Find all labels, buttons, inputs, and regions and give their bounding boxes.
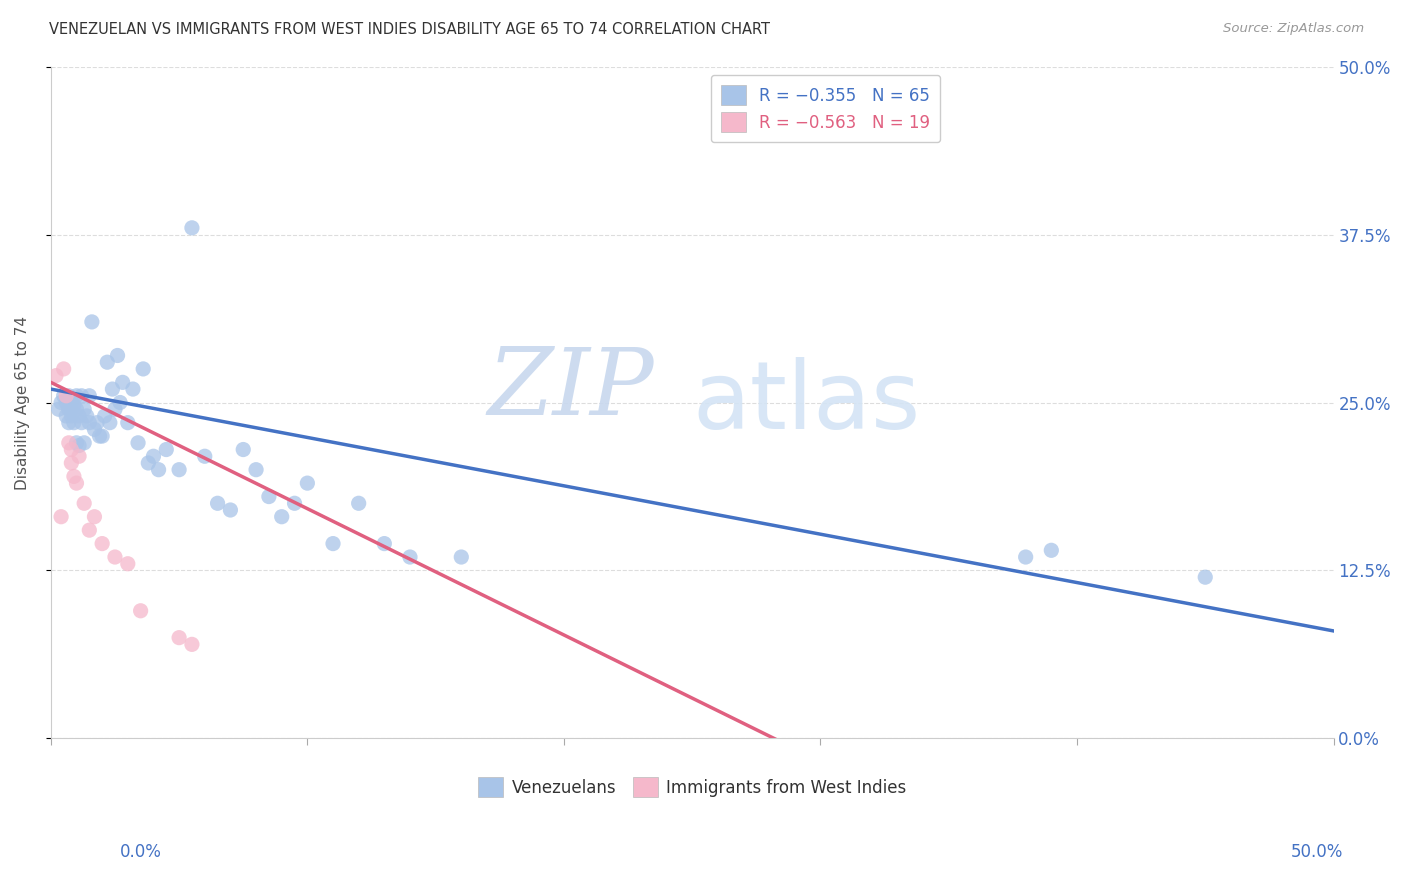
Point	[91, 536, 114, 550]
Point	[108, 395, 131, 409]
Point	[117, 416, 139, 430]
Point	[60, 442, 83, 457]
Point	[111, 376, 134, 390]
Text: Source: ZipAtlas.com: Source: ZipAtlas.com	[1223, 22, 1364, 36]
Point	[79, 416, 101, 430]
Point	[52, 362, 75, 376]
Point	[45, 368, 67, 383]
Point	[297, 476, 319, 491]
Point	[86, 416, 108, 430]
Point	[60, 395, 83, 409]
Point	[76, 409, 98, 423]
Point	[155, 442, 177, 457]
Point	[104, 549, 127, 564]
Point	[83, 422, 105, 436]
Point	[58, 435, 80, 450]
Point	[58, 389, 80, 403]
Point	[399, 549, 422, 564]
Point	[91, 429, 114, 443]
Point	[49, 395, 72, 409]
Point	[67, 409, 90, 423]
Point	[98, 416, 121, 430]
Text: 0.0%: 0.0%	[120, 843, 162, 861]
Point	[63, 469, 86, 483]
Point	[60, 456, 83, 470]
Point	[283, 496, 305, 510]
Point	[117, 557, 139, 571]
Point	[107, 349, 129, 363]
Point	[1014, 549, 1036, 564]
Point	[207, 496, 229, 510]
Point	[129, 604, 152, 618]
Point	[96, 355, 118, 369]
Point	[58, 416, 80, 430]
Point	[122, 382, 145, 396]
Point	[1040, 543, 1063, 558]
Point	[55, 389, 77, 403]
Point	[80, 315, 103, 329]
Point	[136, 456, 159, 470]
Point	[79, 389, 101, 403]
Point	[70, 416, 93, 430]
Point	[219, 503, 242, 517]
Point	[373, 536, 395, 550]
Point	[104, 402, 127, 417]
Point	[55, 409, 77, 423]
Point	[181, 220, 204, 235]
Text: VENEZUELAN VS IMMIGRANTS FROM WEST INDIES DISABILITY AGE 65 TO 74 CORRELATION CH: VENEZUELAN VS IMMIGRANTS FROM WEST INDIE…	[49, 22, 770, 37]
Point	[93, 409, 115, 423]
Point	[67, 438, 90, 452]
Point	[148, 463, 170, 477]
Point	[450, 549, 472, 564]
Point	[70, 389, 93, 403]
Point	[60, 409, 83, 423]
Point	[73, 435, 96, 450]
Point	[347, 496, 370, 510]
Point	[73, 402, 96, 417]
Point	[63, 398, 86, 412]
Point	[167, 463, 190, 477]
Point	[63, 416, 86, 430]
Point	[65, 402, 87, 417]
Point	[181, 637, 204, 651]
Point	[49, 509, 72, 524]
Point	[52, 389, 75, 403]
Point	[58, 402, 80, 417]
Text: 50.0%: 50.0%	[1291, 843, 1343, 861]
Text: ZIP: ZIP	[486, 344, 654, 434]
Legend: Venezuelans, Immigrants from West Indies: Venezuelans, Immigrants from West Indies	[471, 771, 912, 804]
Point	[257, 490, 280, 504]
Point	[79, 523, 101, 537]
Point	[48, 402, 70, 417]
Point	[101, 382, 124, 396]
Point	[73, 496, 96, 510]
Point	[60, 402, 83, 417]
Point	[132, 362, 155, 376]
Point	[55, 395, 77, 409]
Y-axis label: Disability Age 65 to 74: Disability Age 65 to 74	[15, 316, 30, 490]
Point	[65, 389, 87, 403]
Point	[83, 509, 105, 524]
Point	[194, 449, 217, 463]
Point	[1194, 570, 1216, 584]
Point	[322, 536, 344, 550]
Point	[232, 442, 254, 457]
Point	[167, 631, 190, 645]
Text: atlas: atlas	[692, 357, 921, 449]
Point	[65, 476, 87, 491]
Point	[142, 449, 165, 463]
Point	[270, 509, 292, 524]
Point	[65, 435, 87, 450]
Point	[67, 449, 90, 463]
Point	[89, 429, 111, 443]
Point	[245, 463, 267, 477]
Point	[127, 435, 149, 450]
